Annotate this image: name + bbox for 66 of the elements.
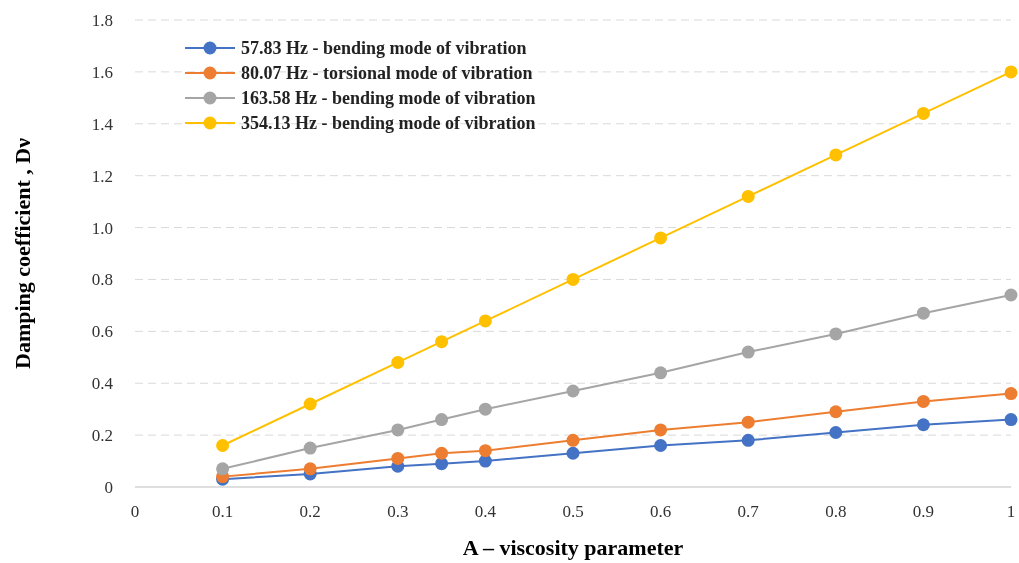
- point: [391, 355, 405, 369]
- y-tick-label: 0.6: [91, 322, 113, 342]
- point: [391, 423, 405, 437]
- point: [435, 446, 449, 460]
- point: [1004, 413, 1018, 427]
- point: [829, 426, 843, 440]
- x-tick-label: 0.4: [474, 502, 497, 521]
- point: [216, 438, 230, 452]
- point: [435, 335, 449, 349]
- point: [478, 444, 492, 458]
- point: [916, 106, 930, 120]
- point: [566, 272, 580, 286]
- point: [916, 306, 930, 320]
- legend-label: 163.58 Hz - bending mode of vibration: [241, 88, 536, 108]
- x-tick-label: 1: [1006, 502, 1016, 521]
- legend-label: 354.13 Hz - bending mode of vibration: [241, 113, 536, 133]
- point: [566, 446, 580, 460]
- point: [566, 384, 580, 398]
- y-tick-label: 1.0: [91, 218, 113, 238]
- point: [654, 423, 668, 437]
- point: [1004, 65, 1018, 79]
- x-tick-label: 0.2: [299, 502, 321, 521]
- y-tick-label: 0.8: [91, 270, 113, 290]
- x-tick-label: 0.8: [825, 502, 847, 521]
- y-tick-label: 0.2: [91, 426, 113, 446]
- point: [654, 231, 668, 245]
- y-axis-title: Damping coefficient , Dν: [10, 137, 35, 370]
- point: [741, 415, 755, 429]
- point: [741, 189, 755, 203]
- point: [1004, 288, 1018, 302]
- point: [829, 148, 843, 162]
- x-axis-title: A – viscosity parameter: [462, 535, 684, 560]
- point: [216, 462, 230, 476]
- legend-label: 80.07 Hz - torsional mode of vibration: [241, 63, 533, 83]
- x-tick-label: 0.1: [211, 502, 234, 521]
- point: [303, 462, 317, 476]
- point: [916, 418, 930, 432]
- y-tick-label: 1.2: [91, 166, 113, 186]
- y-tick-label: 0.4: [91, 374, 114, 394]
- point: [435, 413, 449, 427]
- point: [303, 397, 317, 411]
- y-tick-label: 0: [104, 478, 113, 497]
- x-tick-label: 0.9: [912, 502, 935, 521]
- point: [478, 454, 492, 468]
- point: [478, 402, 492, 416]
- y-tick-label: 1.4: [91, 114, 114, 134]
- point: [654, 366, 668, 380]
- point: [391, 451, 405, 465]
- x-tick-label: 0.6: [649, 502, 672, 521]
- x-tick-label: 0.5: [562, 502, 584, 521]
- x-tick-label: 0.3: [387, 502, 409, 521]
- x-tick-label: 0.7: [737, 502, 760, 521]
- point: [916, 394, 930, 408]
- point: [303, 441, 317, 455]
- y-tick-label: 1.8: [91, 11, 113, 30]
- point: [829, 327, 843, 341]
- x-tick-label: 0: [130, 502, 140, 521]
- point: [566, 433, 580, 447]
- y-tick-label: 1.6: [91, 62, 113, 82]
- point: [654, 438, 668, 452]
- point: [741, 433, 755, 447]
- point: [829, 405, 843, 419]
- point: [478, 314, 492, 328]
- point: [1004, 387, 1018, 401]
- point: [741, 345, 755, 359]
- legend-label: 57.83 Hz - bending mode of vibration: [241, 38, 527, 58]
